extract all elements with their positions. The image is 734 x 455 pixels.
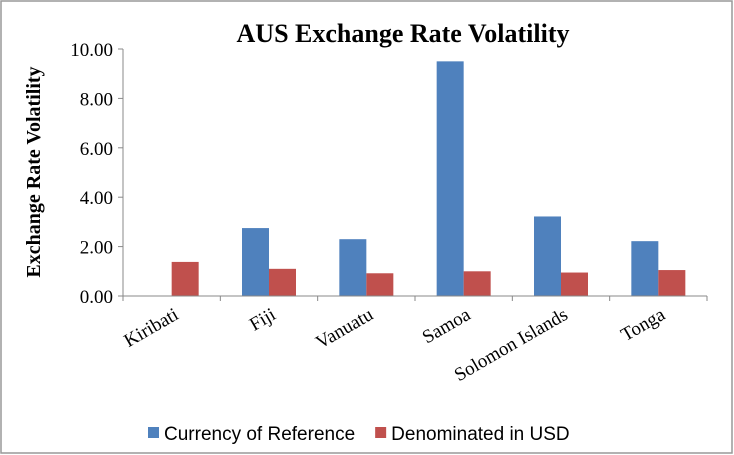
legend-swatch xyxy=(375,427,387,438)
y-tick-label: 2.00 xyxy=(80,238,113,259)
bar xyxy=(658,270,686,296)
bar xyxy=(269,268,296,296)
y-tick-label: 8.00 xyxy=(80,89,113,110)
bar xyxy=(366,273,394,296)
legend-label: Currency of Reference xyxy=(164,424,355,445)
bar xyxy=(463,271,491,296)
legend-label: Denominated in USD xyxy=(391,424,569,445)
y-axis-title: Exchange Rate Volatility xyxy=(23,66,45,277)
bar xyxy=(171,261,199,296)
bar xyxy=(339,239,367,296)
y-tick-label: 0.00 xyxy=(80,287,113,308)
chart-title: AUS Exchange Rate Volatility xyxy=(237,19,570,48)
y-tick-label: 10.00 xyxy=(70,40,113,61)
bar xyxy=(561,272,588,296)
bar xyxy=(436,61,464,296)
bar xyxy=(534,216,561,296)
y-tick-label: 6.00 xyxy=(80,139,113,160)
legend-swatch xyxy=(148,427,159,438)
bar xyxy=(631,241,659,296)
bar xyxy=(242,228,269,296)
y-tick-label: 4.00 xyxy=(80,188,113,209)
